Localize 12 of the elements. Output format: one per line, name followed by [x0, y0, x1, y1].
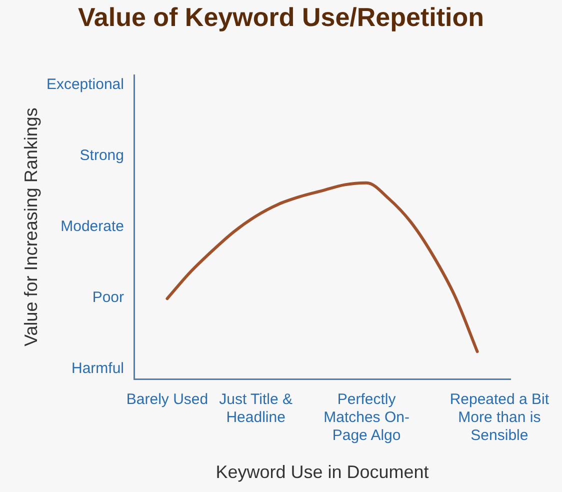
- text: Moderate: [60, 218, 124, 236]
- x-tick-label: Barely Used: [126, 391, 208, 408]
- text: Exceptional: [46, 76, 124, 94]
- x-tick-label: Just Title & Headline: [219, 391, 292, 426]
- chart-title: Value of Keyword Use/Repetition: [78, 2, 484, 32]
- text: Poor: [92, 289, 124, 306]
- x-tick-label: Repeated a Bit More than is Sensible: [450, 391, 550, 444]
- text: Harmful: [71, 360, 124, 378]
- x-tick-label: Perfectly Matches On-Page Algo: [324, 391, 410, 444]
- y-axis-title: Value for Increasing Rankings: [20, 108, 41, 346]
- x-axis-title: Keyword Use in Document: [216, 462, 429, 482]
- text: Strong: [80, 147, 124, 164]
